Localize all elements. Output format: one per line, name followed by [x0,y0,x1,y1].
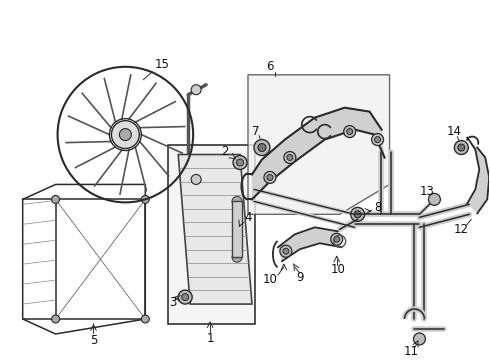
Text: 5: 5 [90,334,97,347]
Circle shape [458,144,465,151]
Circle shape [280,245,292,257]
Circle shape [141,195,149,203]
Text: 8: 8 [374,201,381,214]
Circle shape [428,193,441,205]
Text: 10: 10 [263,273,277,285]
Circle shape [414,333,425,345]
Text: 10: 10 [330,263,345,276]
Circle shape [237,159,244,166]
Bar [168,145,255,324]
FancyBboxPatch shape [232,201,242,257]
Text: 1: 1 [206,332,214,346]
Circle shape [182,294,189,301]
Circle shape [351,207,365,221]
Circle shape [284,152,296,163]
Circle shape [232,252,242,262]
Circle shape [254,140,270,156]
Circle shape [347,129,353,135]
Polygon shape [252,108,385,199]
Circle shape [258,144,266,152]
Polygon shape [178,154,252,304]
Circle shape [331,233,343,245]
Circle shape [120,129,131,140]
Text: 2: 2 [221,145,229,158]
Circle shape [374,136,381,143]
Circle shape [233,156,247,170]
Polygon shape [278,227,342,261]
Circle shape [111,121,139,149]
Text: 9: 9 [296,271,304,284]
Text: 6: 6 [266,60,274,73]
Polygon shape [248,75,390,214]
Text: 15: 15 [155,58,170,71]
Text: 3: 3 [170,296,177,309]
Circle shape [283,248,289,254]
Text: 4: 4 [244,211,252,224]
Circle shape [334,236,340,242]
Circle shape [264,171,276,184]
Circle shape [191,175,201,184]
Polygon shape [467,138,489,213]
Circle shape [51,195,60,203]
Circle shape [371,134,384,145]
Text: 7: 7 [252,125,260,138]
Circle shape [191,85,201,95]
Circle shape [178,290,192,304]
Circle shape [287,154,293,161]
Text: 11: 11 [404,345,419,359]
Circle shape [232,197,242,206]
Circle shape [343,126,356,138]
Circle shape [141,315,149,323]
Circle shape [267,175,273,180]
Circle shape [354,211,361,218]
Text: 12: 12 [454,223,469,236]
Text: 13: 13 [420,185,435,198]
Text: 14: 14 [447,125,462,138]
Circle shape [51,315,60,323]
Circle shape [454,140,468,154]
